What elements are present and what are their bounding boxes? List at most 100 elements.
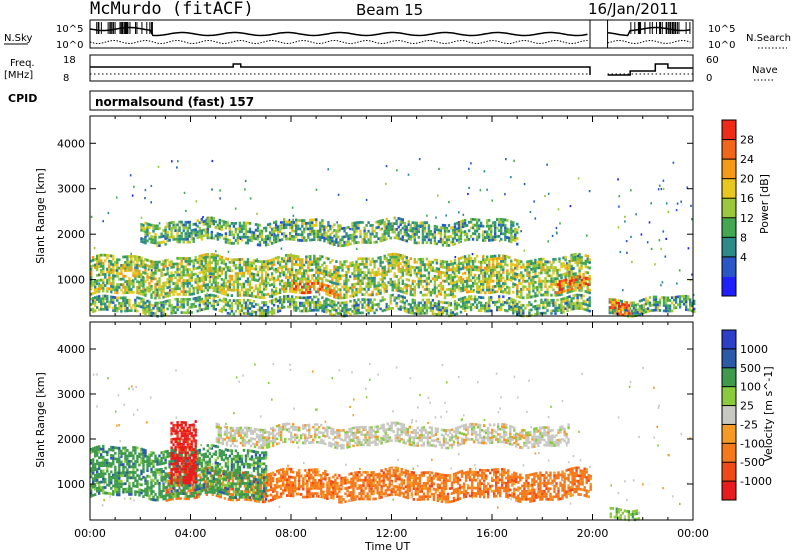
heatmap-cell — [566, 263, 569, 267]
heatmap-cell — [170, 311, 173, 315]
heatmap-cell — [439, 273, 443, 277]
heatmap-cell — [142, 229, 145, 233]
heatmap-cell — [357, 265, 360, 269]
heatmap-cell — [367, 268, 370, 272]
heatmap-cell — [331, 236, 334, 240]
heatmap-cell — [425, 311, 429, 315]
heatmap-cell — [353, 221, 356, 225]
heatmap-cell — [214, 253, 217, 257]
heatmap-cell — [357, 257, 360, 261]
heatmap-speck — [144, 197, 146, 200]
heatmap-cell — [375, 287, 378, 291]
heatmap-cell — [307, 298, 310, 302]
heatmap-cell — [208, 269, 211, 273]
heatmap-cell — [385, 229, 388, 232]
heatmap-cell — [248, 274, 252, 278]
heatmap-cell — [289, 287, 292, 290]
heatmap-cell — [190, 234, 193, 238]
heatmap-cell — [500, 279, 503, 282]
heatmap-cell — [94, 282, 97, 286]
heatmap-cell — [447, 304, 451, 307]
heatmap-cell — [459, 310, 463, 314]
heatmap-cell — [351, 288, 354, 292]
heatmap-cell — [232, 241, 236, 245]
heatmap-cell — [363, 232, 366, 236]
heatmap-cell — [429, 304, 433, 307]
heatmap-cell — [457, 285, 461, 288]
heatmap-cell — [166, 294, 169, 298]
heatmap-cell — [194, 272, 197, 276]
heatmap-cell — [158, 282, 161, 286]
heatmap-cell — [162, 290, 165, 293]
heatmap-cell — [208, 225, 211, 228]
heatmap-cell — [502, 254, 505, 258]
heatmap-cell — [150, 235, 153, 238]
heatmap-cell — [664, 296, 668, 300]
heatmap-cell — [609, 308, 612, 312]
heatmap-cell — [126, 282, 129, 286]
heatmap-cell — [546, 288, 549, 291]
heatmap-cell — [140, 240, 143, 243]
heatmap-cell — [379, 278, 382, 281]
heatmap-cell — [524, 279, 527, 283]
heatmap-cell — [254, 273, 258, 277]
heatmap-cell — [303, 222, 306, 225]
heatmap-cell — [178, 226, 181, 230]
heatmap-cell — [301, 272, 304, 275]
heatmap-cell — [512, 282, 515, 286]
heatmap-cell — [431, 299, 435, 302]
heatmap-cell — [494, 300, 497, 304]
heatmap-cell — [353, 230, 356, 233]
heatmap-cell — [345, 235, 348, 238]
heatmap-cell — [202, 253, 205, 257]
heatmap-cell — [130, 309, 133, 312]
heatmap-cell — [494, 226, 497, 230]
heatmap-cell — [236, 291, 240, 295]
heatmap-cell — [508, 304, 511, 308]
heatmap-speck — [654, 263, 656, 266]
heatmap-cell — [664, 299, 668, 302]
heatmap-cell — [664, 304, 668, 308]
heatmap-cell — [397, 289, 400, 293]
heatmap-cell — [465, 282, 469, 286]
heatmap-cell — [443, 224, 447, 227]
heatmap-cell — [329, 309, 332, 313]
heatmap-cell — [397, 261, 400, 265]
heatmap-cell — [357, 271, 360, 275]
heatmap-cell — [359, 273, 362, 277]
heatmap-cell — [349, 313, 352, 316]
heatmap-cell — [244, 304, 248, 307]
heatmap-cell — [104, 307, 107, 311]
heatmap-cell — [134, 277, 137, 281]
heatmap-cell — [516, 302, 519, 306]
heatmap-cell — [216, 295, 219, 298]
heatmap-cell — [490, 224, 493, 228]
heatmap-cell — [578, 269, 581, 273]
heatmap-speck — [483, 170, 486, 173]
heatmap-cell — [160, 301, 163, 304]
heatmap-cell — [270, 263, 274, 267]
heatmap-cell — [236, 299, 240, 302]
heatmap-cell — [451, 284, 455, 288]
heatmap-cell — [389, 299, 392, 302]
heatmap-cell — [351, 286, 354, 289]
heatmap-cell — [680, 300, 684, 303]
heatmap-cell — [283, 281, 286, 285]
heatmap-cell — [224, 237, 228, 241]
heatmap-cell — [295, 224, 298, 228]
heatmap-speck — [569, 205, 572, 208]
heatmap-cell — [140, 237, 143, 241]
heatmap-cell — [182, 303, 185, 307]
heatmap-cell — [331, 272, 334, 276]
heatmap-cell — [560, 306, 563, 309]
heatmap-cell — [188, 240, 191, 244]
heatmap-cell — [295, 277, 298, 280]
heatmap-cell — [313, 218, 316, 222]
heatmap-cell — [202, 289, 205, 293]
heatmap-speck — [534, 217, 537, 220]
heatmap-cell — [486, 301, 489, 305]
heatmap-cell — [112, 301, 115, 304]
heatmap-cell — [333, 300, 336, 304]
heatmap-cell — [321, 306, 324, 310]
heatmap-cell — [307, 277, 310, 281]
